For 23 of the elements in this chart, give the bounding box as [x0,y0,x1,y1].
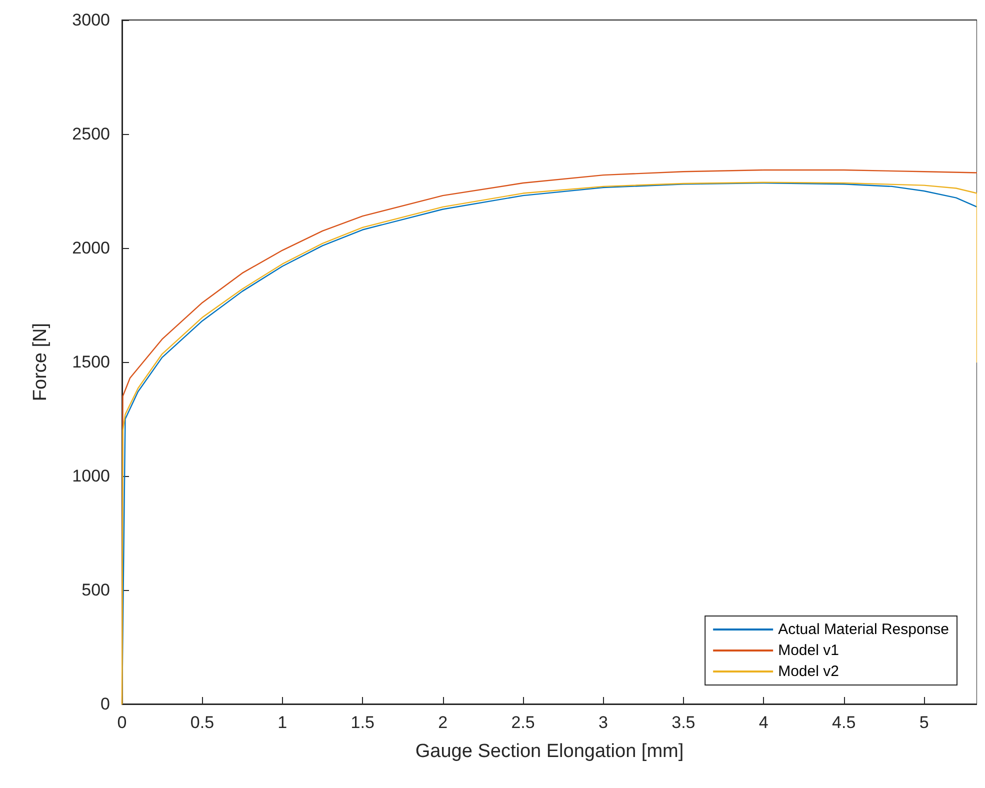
x-tick-label: 3.5 [672,713,696,732]
y-tick-label: 0 [100,694,110,714]
x-tick-label: 3 [598,713,608,732]
x-tick-label: 5 [919,713,929,732]
y-tick-label: 1000 [72,466,110,486]
x-tick-label: 4.5 [832,713,856,732]
y-axis-title: Force [N] [30,322,51,402]
y-tick-label: 2000 [72,238,110,258]
legend-label: Model v2 [778,663,839,680]
legend-label: Model v1 [778,642,839,659]
x-tick-label: 4 [758,713,768,732]
x-axis-title: Gauge Section Elongation [mm] [415,741,684,762]
x-tick-label: 0 [117,713,127,732]
x-tick-label: 0.5 [190,713,214,732]
legend-label: Actual Material Response [778,621,950,638]
x-tick-label: 2.5 [511,713,535,732]
y-tick-label: 1500 [72,352,110,372]
y-tick-label: 2500 [72,124,110,144]
x-tick-label: 2 [438,713,448,732]
x-tick-label: 1.5 [350,713,374,732]
y-tick-label: 500 [82,580,110,600]
y-tick-label: 3000 [72,10,110,30]
x-tick-label: 1 [278,713,288,732]
